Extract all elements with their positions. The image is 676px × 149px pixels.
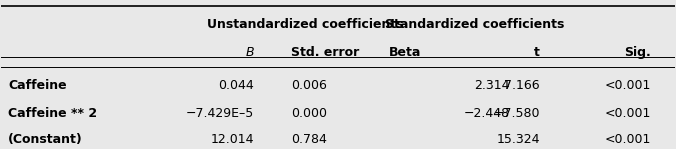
Text: <0.001: <0.001 bbox=[604, 133, 651, 146]
Text: Std. error: Std. error bbox=[291, 46, 359, 59]
Text: <0.001: <0.001 bbox=[604, 107, 651, 120]
Text: Caffeine ** 2: Caffeine ** 2 bbox=[8, 107, 97, 120]
Text: B: B bbox=[245, 46, 254, 59]
Text: Standardized coefficients: Standardized coefficients bbox=[385, 18, 564, 31]
Text: 0.006: 0.006 bbox=[291, 79, 327, 92]
Text: Beta: Beta bbox=[389, 46, 421, 59]
Text: (Constant): (Constant) bbox=[8, 133, 83, 146]
Text: 0.000: 0.000 bbox=[291, 107, 327, 120]
Text: 0.784: 0.784 bbox=[291, 133, 327, 146]
Text: Caffeine: Caffeine bbox=[8, 79, 67, 92]
Text: 7.166: 7.166 bbox=[504, 79, 540, 92]
Text: 15.324: 15.324 bbox=[496, 133, 540, 146]
Text: 0.044: 0.044 bbox=[218, 79, 254, 92]
Text: t: t bbox=[534, 46, 540, 59]
Text: −2.448: −2.448 bbox=[464, 107, 510, 120]
Text: <0.001: <0.001 bbox=[604, 79, 651, 92]
Text: −7.580: −7.580 bbox=[493, 107, 540, 120]
Text: −7.429E–5: −7.429E–5 bbox=[186, 107, 254, 120]
Text: Sig.: Sig. bbox=[625, 46, 651, 59]
Text: Unstandardized coefficients: Unstandardized coefficients bbox=[207, 18, 404, 31]
Text: 12.014: 12.014 bbox=[210, 133, 254, 146]
Text: 2.314: 2.314 bbox=[474, 79, 510, 92]
